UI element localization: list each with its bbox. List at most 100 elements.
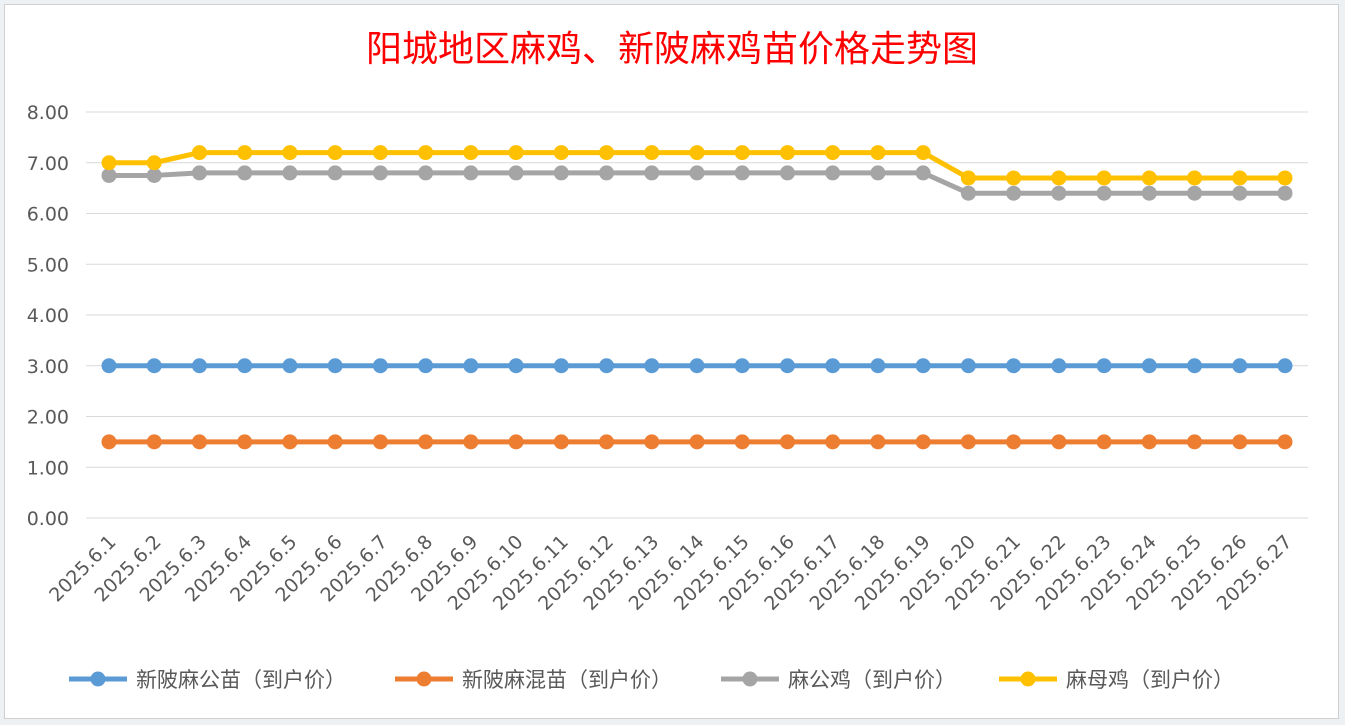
data-point (599, 434, 615, 450)
legend-swatch-marker (1020, 671, 1036, 687)
data-point (146, 358, 162, 374)
data-point (599, 145, 615, 161)
data-point (870, 165, 886, 181)
legend-label: 麻母鸡（到户价） (1066, 668, 1234, 692)
data-point (508, 434, 524, 450)
data-point (146, 167, 162, 183)
data-point (1096, 170, 1112, 186)
line-chart: 阳城地区麻鸡、新陂麻鸡苗价格走势图 0.00 1.00 2.00 3.00 4.00 5.… (27, 29, 1308, 692)
data-point (1051, 185, 1067, 201)
data-point (282, 165, 298, 181)
data-point (1187, 358, 1203, 374)
data-point (237, 165, 253, 181)
data-point (1277, 170, 1293, 186)
legend: 新陂麻公苗（到户价） 新陂麻混苗（到户价） 麻公鸡（到户价） 麻母鸡（到户价） (69, 668, 1234, 692)
data-point (689, 165, 705, 181)
data-point (463, 358, 479, 374)
legend-label: 新陂麻公苗（到户价） (136, 668, 346, 692)
y-tick-label: 0.00 (27, 508, 69, 530)
data-point (191, 165, 207, 181)
legend-swatch-marker (416, 671, 432, 687)
data-point (1187, 185, 1203, 201)
data-point (870, 434, 886, 450)
data-point (237, 358, 253, 374)
data-point (463, 434, 479, 450)
y-tick-label: 3.00 (27, 356, 69, 378)
data-point (327, 358, 343, 374)
series-2 (101, 165, 1293, 201)
series-0 (101, 358, 1293, 374)
data-point (553, 358, 569, 374)
data-point (1232, 434, 1248, 450)
data-point (237, 145, 253, 161)
series-layer (101, 145, 1293, 450)
data-point (779, 145, 795, 161)
data-point (1141, 170, 1157, 186)
legend-swatch-marker (742, 671, 758, 687)
data-point (960, 185, 976, 201)
data-point (734, 165, 750, 181)
y-tick-label: 2.00 (27, 407, 69, 429)
legend-item: 新陂麻混苗（到户价） (395, 668, 672, 692)
data-point (734, 358, 750, 374)
data-point (191, 434, 207, 450)
data-point (1187, 434, 1203, 450)
data-point (644, 434, 660, 450)
legend-label: 新陂麻混苗（到户价） (462, 668, 672, 692)
data-point (689, 434, 705, 450)
data-point (1006, 170, 1022, 186)
data-point (327, 434, 343, 450)
data-point (282, 145, 298, 161)
data-point (825, 434, 841, 450)
data-point (644, 145, 660, 161)
data-point (508, 165, 524, 181)
data-point (1232, 170, 1248, 186)
data-point (553, 434, 569, 450)
series-3 (101, 145, 1293, 186)
data-point (779, 358, 795, 374)
data-point (327, 165, 343, 181)
data-point (779, 434, 795, 450)
data-point (282, 358, 298, 374)
data-point (101, 358, 117, 374)
data-point (1006, 358, 1022, 374)
data-point (1051, 170, 1067, 186)
data-point (282, 434, 298, 450)
data-point (1277, 185, 1293, 201)
data-point (915, 434, 931, 450)
data-point (372, 358, 388, 374)
x-axis-ticks: 2025.6.12025.6.22025.6.32025.6.42025.6.5… (45, 531, 1296, 615)
data-point (101, 167, 117, 183)
y-tick-label: 7.00 (27, 153, 69, 175)
data-point (372, 165, 388, 181)
legend-item: 新陂麻公苗（到户价） (69, 668, 346, 692)
data-point (689, 358, 705, 374)
data-point (1051, 434, 1067, 450)
data-point (372, 145, 388, 161)
data-point (191, 358, 207, 374)
data-point (418, 358, 434, 374)
chart-frame: 阳城地区麻鸡、新陂麻鸡苗价格走势图 0.00 1.00 2.00 3.00 4.00 5.… (4, 4, 1339, 719)
y-tick-label: 8.00 (27, 102, 69, 124)
data-point (1096, 185, 1112, 201)
legend-item: 麻母鸡（到户价） (999, 668, 1234, 692)
data-point (1006, 185, 1022, 201)
series-1 (101, 434, 1293, 450)
y-tick-label: 4.00 (27, 305, 69, 327)
legend-swatch-marker (90, 671, 106, 687)
legend-item: 麻公鸡（到户价） (721, 668, 956, 692)
data-point (146, 155, 162, 171)
data-point (644, 358, 660, 374)
data-point (1277, 358, 1293, 374)
chart-title: 阳城地区麻鸡、新陂麻鸡苗价格走势图 (366, 29, 978, 70)
data-point (825, 358, 841, 374)
data-point (146, 434, 162, 450)
data-point (599, 165, 615, 181)
data-point (418, 145, 434, 161)
data-point (418, 165, 434, 181)
data-point (599, 358, 615, 374)
data-point (418, 434, 434, 450)
data-point (553, 165, 569, 181)
legend-label: 麻公鸡（到户价） (788, 668, 956, 692)
data-point (1232, 185, 1248, 201)
